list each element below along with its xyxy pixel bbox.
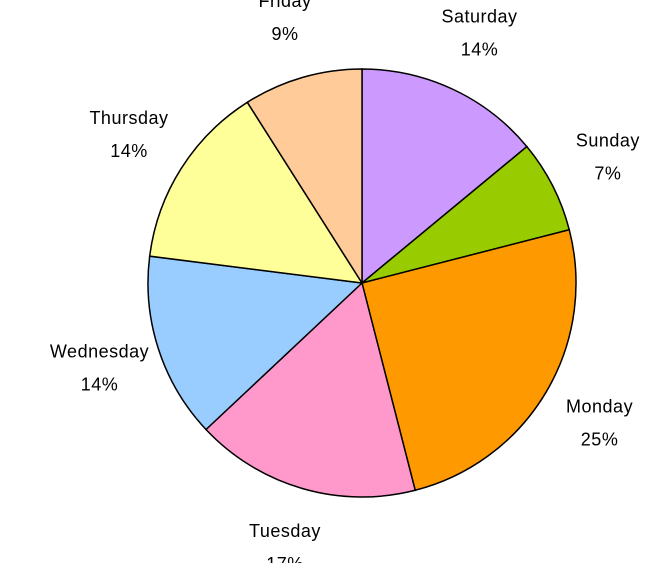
category-label: Tuesday — [249, 521, 321, 541]
category-label: Thursday — [89, 108, 168, 128]
slice-label: Saturday 14% — [441, 6, 517, 59]
category-label: Monday — [566, 396, 633, 416]
slice-label: Friday 9% — [258, 0, 311, 44]
value-label: 7% — [594, 163, 621, 183]
value-label: 14% — [110, 141, 148, 161]
value-label: 25% — [581, 429, 619, 449]
pie-slice — [361, 228, 577, 492]
pie-slice — [361, 68, 528, 285]
pie-slice — [148, 101, 364, 284]
pie-slice — [147, 255, 364, 431]
value-label: 14% — [81, 374, 119, 394]
value-label: 9% — [271, 24, 298, 44]
value-label: 14% — [461, 39, 499, 59]
category-label: Sunday — [576, 130, 640, 150]
slice-label: Sunday 7% — [576, 130, 640, 183]
pie-slice — [204, 281, 417, 498]
slice-label: Wednesday 14% — [50, 341, 149, 394]
category-label: Friday — [258, 0, 311, 11]
pie-slice — [246, 68, 363, 286]
category-label: Wednesday — [50, 341, 149, 361]
slice-label: Monday 25% — [566, 396, 633, 449]
value-label: 17% — [266, 554, 304, 563]
slice-label: Thursday 14% — [89, 108, 168, 161]
category-label: Saturday — [441, 6, 517, 26]
slice-label: Tuesday 17% — [249, 521, 321, 563]
